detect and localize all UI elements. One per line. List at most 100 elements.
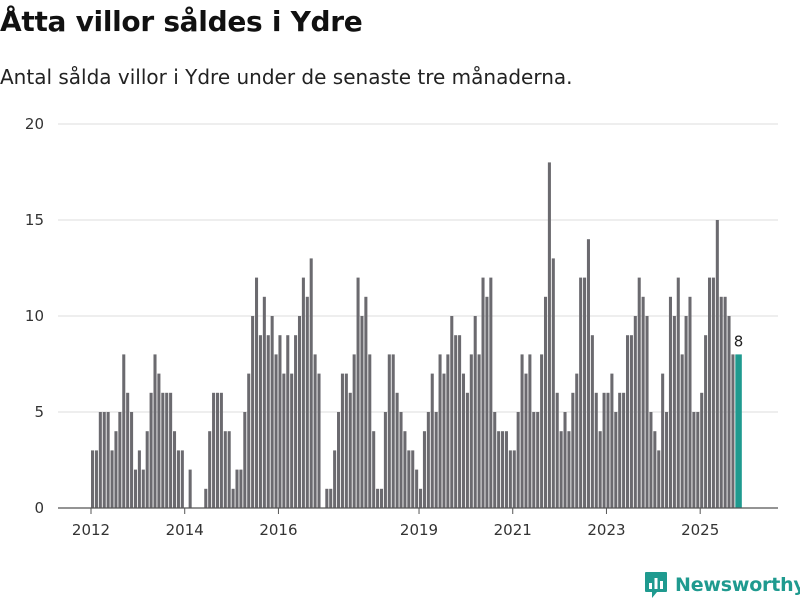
bar [161, 392, 165, 508]
bar [434, 412, 438, 508]
x-tick-label: 2016 [259, 521, 297, 539]
y-tick-label: 5 [34, 403, 44, 421]
bar [340, 373, 344, 508]
bar [696, 412, 700, 508]
bar [528, 354, 532, 508]
bar [290, 373, 294, 508]
bar-latest [735, 354, 742, 508]
x-tick-label: 2021 [494, 521, 532, 539]
bar [243, 412, 247, 508]
bar [540, 354, 544, 508]
bar [352, 354, 356, 508]
bar [594, 392, 598, 508]
bar [559, 431, 563, 508]
brand-name: Newsworthy [675, 574, 800, 596]
bar [294, 335, 298, 508]
bar [536, 412, 540, 508]
bar [719, 296, 723, 508]
bar [692, 412, 696, 508]
bar [309, 258, 313, 508]
bar [106, 412, 110, 508]
bar [446, 354, 450, 508]
bar [629, 335, 633, 508]
bar [504, 431, 508, 508]
bar [118, 412, 122, 508]
bar [442, 373, 446, 508]
bar [223, 431, 227, 508]
bar [407, 450, 411, 508]
bar [153, 354, 157, 508]
chart-subtitle: Antal sålda villor i Ydre under de senas… [0, 65, 573, 89]
bar [711, 277, 715, 508]
bar [438, 354, 442, 508]
bar [430, 373, 434, 508]
bar [372, 431, 376, 508]
bar [344, 373, 348, 508]
x-axis: 2012 2014 2016 2019 2021 2023 2025 [58, 507, 778, 539]
bar [700, 392, 704, 508]
bar [395, 392, 399, 508]
bar [473, 316, 477, 508]
bar [411, 450, 415, 508]
bar [297, 316, 302, 508]
bar [586, 239, 590, 508]
bar [657, 450, 661, 508]
x-tick-label: 2012 [72, 521, 110, 539]
bar [415, 469, 419, 508]
x-tick-label: 2025 [681, 521, 719, 539]
bar [305, 296, 309, 508]
x-tick-label: 2023 [587, 521, 625, 539]
bar [618, 392, 622, 508]
bar [266, 335, 270, 508]
bar [641, 296, 645, 508]
bar [114, 431, 118, 508]
bar [262, 296, 266, 508]
bar [419, 488, 423, 508]
bar [493, 412, 497, 508]
bar [731, 354, 735, 508]
bar [633, 316, 637, 508]
bar [598, 431, 602, 508]
bar [122, 354, 126, 508]
bar [391, 354, 395, 508]
bar [653, 431, 657, 508]
bar [668, 296, 672, 508]
bar [255, 277, 259, 508]
bar [645, 316, 649, 508]
bar [426, 412, 430, 508]
bar [450, 316, 454, 508]
bar [707, 277, 712, 508]
bar [672, 316, 676, 508]
bar [317, 373, 321, 508]
bar [606, 392, 610, 508]
bar [258, 335, 262, 508]
data-labels: 8 [734, 332, 744, 350]
bar [516, 412, 520, 508]
bar [157, 373, 161, 508]
bar [727, 316, 731, 508]
bar [313, 354, 317, 508]
bar [684, 316, 688, 508]
bar [458, 335, 462, 508]
bar [91, 450, 95, 508]
gridlines: 0 5 10 15 20 [25, 115, 778, 517]
bar [547, 162, 551, 508]
bar [360, 316, 364, 508]
bar [176, 450, 180, 508]
bar [524, 373, 528, 508]
bar [379, 488, 384, 508]
bar [94, 450, 98, 508]
bar [481, 277, 485, 508]
bar [130, 412, 134, 508]
bar [376, 488, 380, 508]
bar [368, 354, 372, 508]
bar [477, 354, 481, 508]
bar [325, 488, 329, 508]
newsworthy-brand[interactable]: Newsworthy [644, 570, 800, 600]
bar [387, 354, 391, 508]
bar [180, 450, 184, 508]
bar [555, 392, 559, 508]
bar [126, 392, 130, 508]
bar [489, 277, 493, 508]
bar [337, 412, 341, 508]
